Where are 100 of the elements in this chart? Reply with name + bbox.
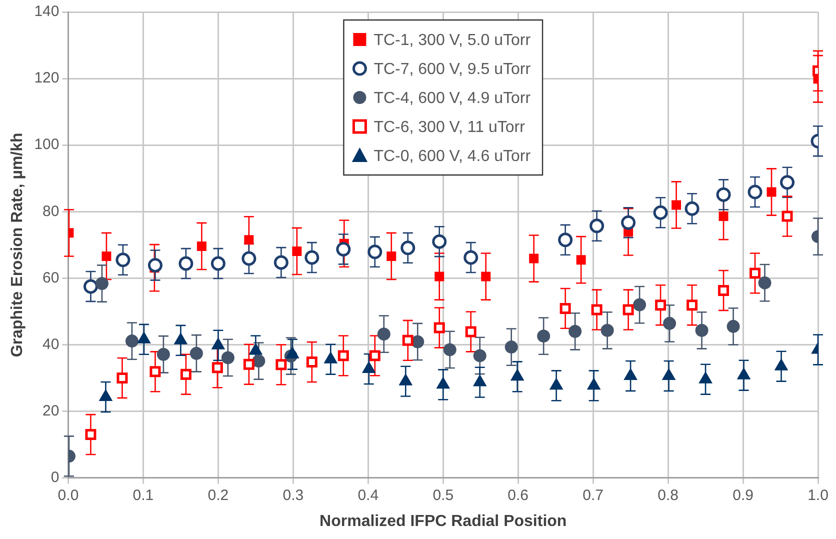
point (243, 358, 254, 370)
point (684, 201, 700, 216)
x-tick-label: 0.8 (658, 486, 678, 504)
point (465, 326, 476, 338)
point (473, 349, 486, 362)
legend-label: TC-0, 600 V, 4.6 uTorr (374, 148, 532, 165)
point (686, 300, 698, 311)
point (125, 334, 138, 348)
point (221, 351, 234, 364)
y-axis-title: Graphite Erosion Rate, µm/kh (9, 132, 26, 358)
point (83, 279, 98, 294)
point (758, 276, 772, 290)
point (432, 234, 447, 249)
point (591, 304, 602, 316)
x-tick-label: 0.1 (132, 486, 154, 504)
point (464, 250, 478, 265)
point (718, 212, 728, 222)
point (443, 343, 456, 356)
point (362, 362, 376, 374)
x-axis-title: Normalized IFPC Radial Position (320, 512, 567, 530)
point (338, 350, 349, 362)
point (150, 366, 161, 378)
point (400, 240, 416, 256)
point (434, 322, 445, 334)
point (252, 354, 266, 368)
point (529, 254, 539, 264)
y-tick-label: 40 (42, 336, 60, 353)
point (726, 320, 740, 333)
point (434, 272, 444, 282)
point (116, 372, 128, 384)
point (621, 215, 636, 230)
point (190, 346, 203, 360)
point (95, 276, 108, 290)
x-tick-label: 0.2 (208, 486, 229, 504)
point (178, 256, 194, 271)
y-tick-label: 120 (34, 70, 60, 87)
point (633, 298, 646, 312)
legend-label: TC-7, 600 V, 9.5 uTorr (374, 60, 532, 78)
point (180, 368, 192, 380)
point (663, 316, 676, 330)
point (576, 255, 586, 265)
point (653, 205, 668, 220)
point (116, 252, 130, 268)
x-tick-label: 0.9 (732, 486, 754, 504)
point (436, 377, 450, 389)
point (750, 268, 761, 279)
point (368, 244, 382, 260)
point (587, 378, 600, 390)
point (537, 330, 550, 343)
y-tick-label: 20 (42, 402, 60, 420)
legend-label: TC-4, 600 V, 4.9 uTorr (374, 90, 532, 107)
y-tick-label: 100 (34, 136, 60, 154)
point (377, 328, 390, 341)
point (244, 235, 254, 245)
x-tick-label: 0.0 (58, 486, 79, 504)
point (695, 324, 708, 337)
point (306, 356, 318, 368)
point (560, 302, 571, 314)
point (766, 187, 776, 197)
point (196, 241, 206, 251)
point (558, 232, 573, 248)
point (274, 255, 288, 270)
x-tick-label: 0.7 (582, 486, 604, 504)
x-tick-label: 0.3 (282, 486, 304, 504)
y-tick-label: 60 (42, 269, 60, 286)
point (655, 300, 666, 311)
point (402, 334, 414, 346)
point (336, 242, 351, 256)
point (600, 324, 614, 337)
point (304, 250, 320, 265)
x-tick-label: 0.6 (508, 486, 529, 504)
point (210, 256, 226, 271)
point (590, 218, 604, 234)
point (481, 272, 491, 282)
y-tick-label: 0 (50, 468, 60, 486)
x-tick-label: 1.0 (808, 486, 828, 504)
point (386, 251, 396, 261)
point (242, 251, 256, 266)
y-tick-label: 80 (42, 202, 60, 220)
point (102, 251, 112, 261)
point (504, 340, 518, 354)
point (156, 348, 170, 361)
point (85, 429, 96, 440)
point (780, 175, 795, 190)
x-tick-label: 0.5 (432, 486, 454, 504)
point (212, 362, 223, 374)
point (292, 246, 302, 256)
point (568, 324, 582, 338)
y-tick-label: 140 (34, 3, 60, 20)
point (550, 378, 563, 390)
legend-label: TC-6, 300 V, 11 uTorr (374, 118, 526, 136)
legend-label: TC-1, 300 V, 5.0 uTorr (374, 32, 532, 49)
point (672, 200, 682, 210)
x-tick-label: 0.4 (358, 486, 379, 504)
point (748, 184, 762, 200)
point (718, 284, 730, 296)
point (622, 304, 634, 316)
point (276, 359, 287, 370)
point (369, 350, 380, 362)
point (148, 258, 162, 272)
